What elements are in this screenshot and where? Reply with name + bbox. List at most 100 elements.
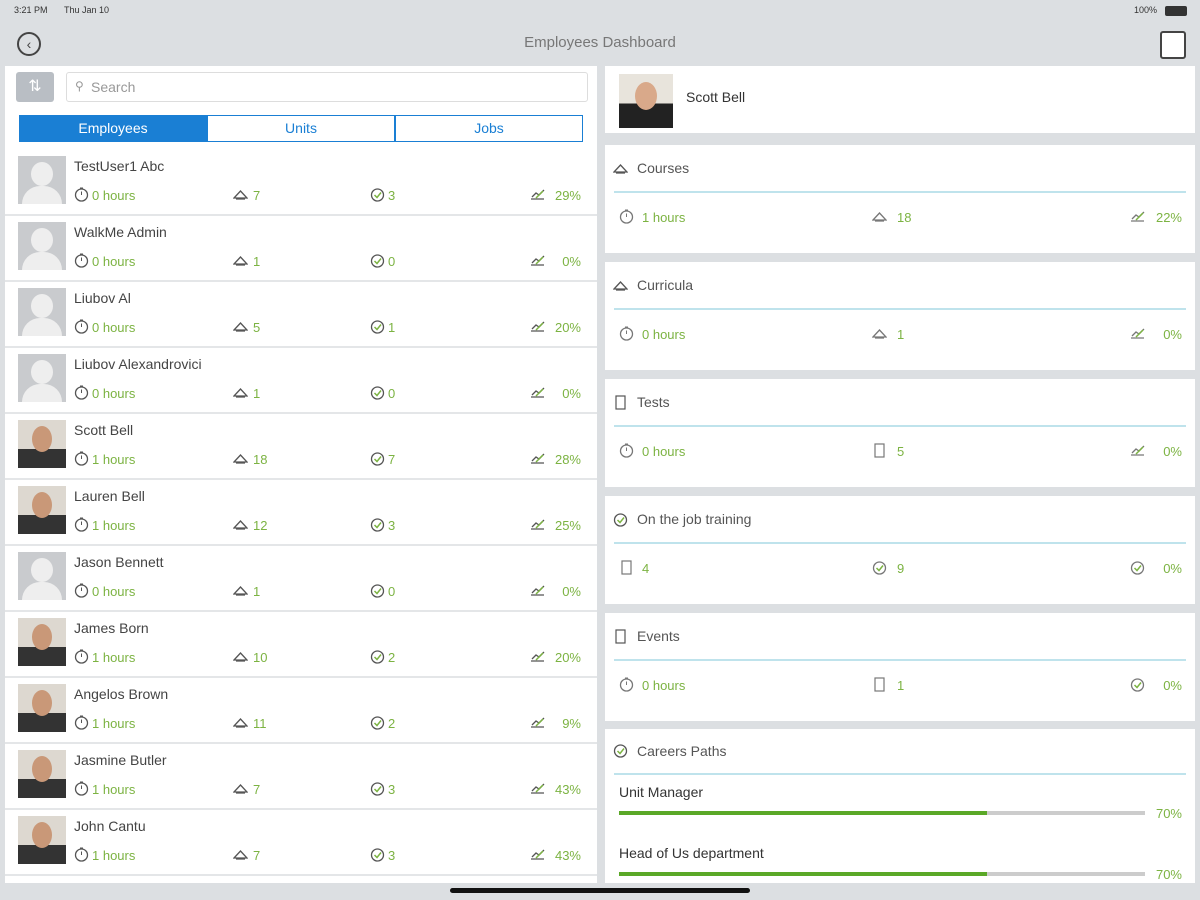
careers-title: Careers Paths — [637, 743, 727, 759]
employee-hours: 1 hours — [92, 848, 136, 863]
progress-icon-svg — [531, 717, 545, 728]
section-title: Curricula — [637, 277, 694, 293]
employee-photo — [18, 618, 66, 666]
clock-icon — [74, 253, 89, 268]
section-icon-svg — [615, 395, 626, 410]
employee-avatar — [18, 222, 66, 270]
section-title: On the job training — [637, 511, 752, 527]
progress-icon — [530, 847, 545, 862]
stat-icon-svg — [1131, 211, 1145, 222]
section-card — [605, 145, 1195, 253]
employee-row[interactable] — [5, 678, 597, 744]
progress-icon-svg — [531, 519, 545, 530]
progress-icon — [530, 649, 545, 664]
section-stat: 1 hours — [642, 210, 686, 225]
section-card — [605, 496, 1195, 604]
clock-icon-svg — [74, 781, 89, 796]
avatar-body — [22, 582, 62, 600]
employee-row[interactable] — [5, 612, 597, 678]
stat-icon — [872, 560, 887, 575]
photo-face — [32, 822, 52, 848]
completed-icon-svg — [370, 386, 385, 400]
employee-name: TestUser1 Abc — [74, 158, 165, 174]
employee-row[interactable] — [5, 348, 597, 414]
clock-icon — [74, 319, 89, 334]
stat-icon — [1130, 560, 1145, 575]
courses-icon-svg — [232, 586, 249, 596]
employee-hours: 1 hours — [92, 716, 136, 731]
courses-icon-svg — [232, 850, 249, 860]
tab[interactable]: Employees — [19, 115, 207, 142]
section-stat: 5 — [897, 444, 905, 459]
courses-icon-svg — [232, 652, 249, 662]
employee-row[interactable] — [5, 414, 597, 480]
employee-row[interactable] — [5, 546, 597, 612]
section-stat: 22% — [1155, 210, 1182, 225]
section-title: Events — [637, 628, 680, 644]
completed-icon-svg — [370, 650, 385, 664]
employee-row[interactable] — [5, 810, 597, 876]
employee-row[interactable] — [5, 216, 597, 282]
employee-progress: 20% — [554, 650, 581, 665]
pdf-button[interactable] — [1160, 31, 1186, 59]
careers-icon-svg — [613, 744, 628, 758]
stat-icon — [871, 326, 888, 341]
clock-icon-svg — [74, 385, 89, 400]
employee-row[interactable] — [5, 150, 597, 216]
employee-name: Jason Bennett — [74, 554, 164, 570]
stat-icon-svg — [621, 560, 632, 575]
employee-completed: 3 — [388, 848, 396, 863]
progress-icon-svg — [531, 321, 545, 332]
completed-icon — [370, 451, 385, 466]
clock-icon — [74, 715, 89, 730]
progress-icon-svg — [531, 255, 545, 266]
stat-icon-svg — [619, 326, 634, 341]
employee-photo — [18, 816, 66, 864]
progress-icon-svg — [531, 849, 545, 860]
progress-icon — [530, 517, 545, 532]
completed-icon-svg — [370, 584, 385, 598]
progress-icon-svg — [531, 651, 545, 662]
section-stat: 0 hours — [642, 327, 686, 342]
courses-icon — [232, 187, 249, 202]
career-name: Unit Manager — [619, 784, 704, 800]
section-card — [605, 613, 1195, 721]
clock-icon-svg — [74, 847, 89, 862]
photo-face — [32, 756, 52, 782]
employee-completed: 1 — [388, 320, 396, 335]
employee-row[interactable] — [5, 282, 597, 348]
employee-name: WalkMe Admin — [74, 224, 167, 240]
section-icon-svg — [612, 164, 629, 174]
employee-courses: 7 — [253, 782, 261, 797]
employee-row[interactable] — [5, 744, 597, 810]
employee-progress: 25% — [554, 518, 581, 533]
search-box[interactable]: ⚲ Search — [66, 72, 588, 102]
avatar-head — [31, 228, 53, 252]
section-stat: 0% — [1163, 327, 1182, 342]
stat-icon-svg — [619, 209, 634, 224]
employee-row[interactable] — [5, 480, 597, 546]
clock-icon — [74, 517, 89, 532]
employee-progress: 20% — [554, 320, 581, 335]
progress-icon-svg — [531, 387, 545, 398]
section-icon — [613, 629, 628, 644]
employee-completed: 0 — [388, 254, 396, 269]
employee-photo — [18, 420, 66, 468]
photo-face — [32, 624, 52, 650]
section-stat: 18 — [897, 210, 912, 225]
employee-courses: 7 — [253, 188, 261, 203]
completed-icon-svg — [370, 782, 385, 796]
tab[interactable]: Units — [207, 115, 395, 142]
employee-courses: 12 — [253, 518, 268, 533]
courses-icon — [232, 781, 249, 796]
clock-icon-svg — [74, 319, 89, 334]
stat-icon-svg — [871, 329, 888, 339]
stat-icon — [872, 677, 887, 692]
tab[interactable]: Jobs — [395, 115, 583, 142]
clock-icon — [74, 187, 89, 202]
back-button[interactable]: ‹ — [17, 32, 41, 56]
section-card — [605, 262, 1195, 370]
sort-button[interactable]: ⇅ — [16, 72, 54, 102]
employee-progress: 43% — [554, 848, 581, 863]
